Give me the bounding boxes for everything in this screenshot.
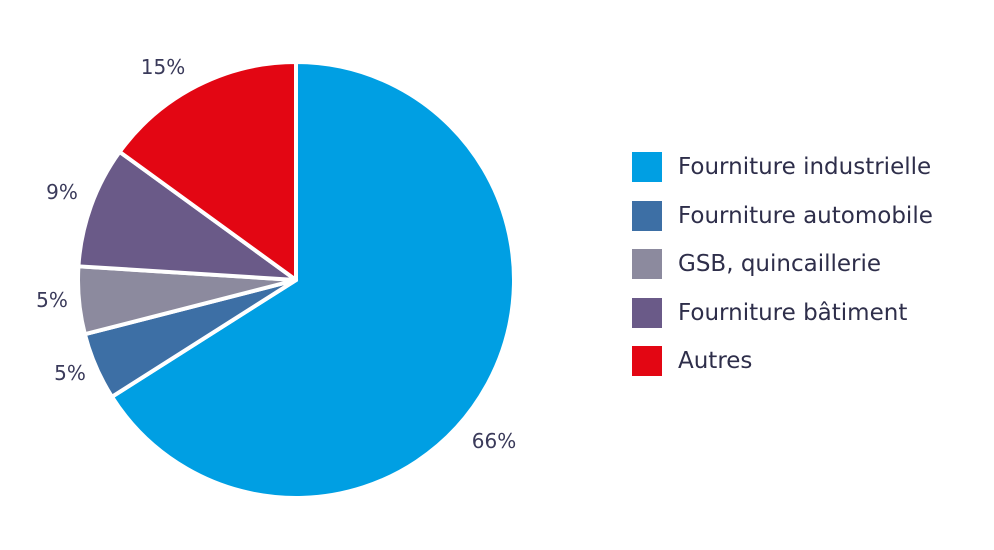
legend-label: GSB, quincaillerie: [678, 251, 882, 278]
legend-item: Fourniture automobile: [632, 192, 933, 241]
legend-swatch: [632, 249, 662, 280]
legend-swatch: [632, 346, 662, 377]
legend-item: Fourniture bâtiment: [632, 289, 933, 338]
legend-swatch: [632, 152, 662, 183]
legend: Fourniture industrielle Fourniture autom…: [632, 143, 933, 386]
pie-label-autres: 15%: [141, 55, 185, 79]
pie-slices: [76, 60, 517, 500]
legend-item: Fourniture industrielle: [632, 143, 933, 192]
legend-swatch: [632, 200, 662, 231]
legend-label: Fourniture bâtiment: [678, 299, 908, 326]
legend-item: GSB, quincaillerie: [632, 240, 933, 289]
pie-slice-fourniture-batiment: [76, 149, 298, 282]
pie-label-gsb-quincaillerie: 5%: [36, 288, 68, 312]
legend-label: Fourniture industrielle: [678, 154, 932, 181]
pie-labels: 66% 5% 5% 9% 15%: [36, 55, 516, 453]
pie-label-fourniture-batiment: 9%: [46, 180, 78, 204]
pie-slice-fourniture-industrielle: [109, 60, 517, 500]
legend-label: Autres: [678, 348, 753, 375]
pie-slice-autres: [117, 60, 298, 282]
legend-item: Autres: [632, 337, 933, 386]
pie-label-fourniture-automobile: 5%: [54, 361, 86, 385]
legend-swatch: [632, 297, 662, 328]
legend-label: Fourniture automobile: [678, 202, 933, 229]
pie-label-fourniture-industrielle: 66%: [472, 429, 516, 453]
